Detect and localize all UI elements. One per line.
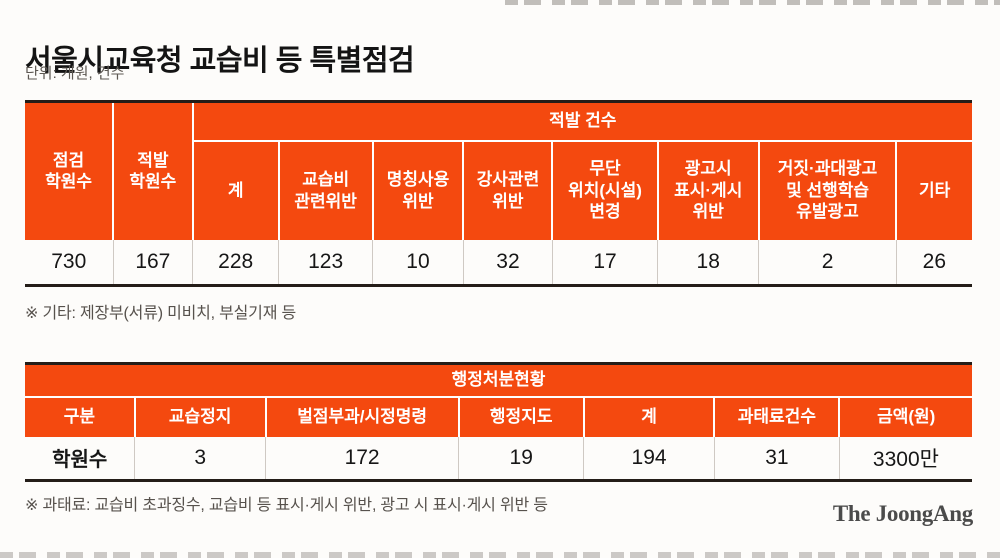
th-group-violation-cases: 적발 건수 (191, 101, 972, 142)
footnote-fine: ※ 과태료: 교습비 초과징수, 교습비 등 표시·게시 위반, 광고 시 표시… (25, 497, 548, 514)
th-inspected-academies: 점검 학원수 (25, 101, 114, 240)
unit-note: 단위: 개원, 건수 (25, 65, 125, 82)
cell-academy-count-label: 학원수 (25, 436, 135, 481)
th-total: 계 (191, 140, 279, 240)
cropped-text-bottom (0, 552, 1000, 558)
cell-guidance: 19 (458, 436, 584, 481)
th-caught-academies: 적발 학원수 (112, 101, 193, 240)
cell-caught: 167 (112, 239, 193, 286)
cell-name-use: 10 (372, 239, 464, 286)
cell-total: 228 (192, 239, 279, 286)
inspection-results-table: 점검 학원수 적발 학원수 적발 건수 계 교습비 관련위반 명칭사용 위반 강… (25, 100, 972, 287)
th-admin-guidance: 행정지도 (457, 396, 584, 437)
table-row: 학원수 3 172 19 194 31 3300만 (25, 436, 972, 481)
cell-penalty: 172 (265, 436, 459, 481)
page-title: 서울시교육청 교습비 등 특별점검 (25, 45, 415, 78)
th-fine-count: 과태료건수 (713, 396, 840, 437)
cell-amount: 3300만 (838, 436, 972, 481)
cell-instructor: 32 (462, 239, 553, 286)
th-total2: 계 (582, 396, 715, 437)
th-amount-won: 금액(원) (838, 396, 972, 437)
cell-tuition: 123 (278, 239, 373, 286)
cropped-text-top (505, 0, 1000, 5)
th-teaching-suspension: 교습정지 (133, 396, 266, 437)
th-penalty-correction-order: 벌점부과/시정명령 (264, 396, 459, 437)
th-false-ad: 거짓·과대광고 및 선행학습 유발광고 (757, 140, 897, 240)
footnote-etc: ※ 기타: 제장부(서류) 미비치, 부실기재 등 (25, 305, 296, 322)
cell-total2: 194 (583, 436, 715, 481)
th-name-use-violation: 명칭사용 위반 (371, 140, 464, 240)
cell-inspected: 730 (25, 239, 114, 286)
cell-suspension: 3 (134, 436, 266, 481)
th-unauthorized-location-change: 무단 위치(시설) 변경 (551, 140, 658, 240)
administrative-measures-table: 행정처분현황 구분 교습정지 벌점부과/시정명령 행정지도 계 과태료건수 금액… (25, 362, 972, 482)
th-etc: 기타 (895, 140, 972, 240)
th-category: 구분 (25, 396, 135, 437)
cell-ad-display: 18 (657, 239, 759, 286)
cell-fine-count: 31 (713, 436, 840, 481)
joongang-logo: The JoongAng (832, 501, 973, 526)
cell-false-ad: 2 (758, 239, 897, 286)
cell-etc: 26 (895, 239, 972, 286)
th-ad-display-violation: 광고시 표시·게시 위반 (656, 140, 759, 240)
th-instructor-violation: 강사관련 위반 (462, 140, 553, 240)
cell-location: 17 (551, 239, 658, 286)
table-row: 730 167 228 123 10 32 17 18 2 26 (25, 239, 972, 286)
th-tuition-violation: 교습비 관련위반 (277, 140, 373, 240)
th-group-admin-measures: 행정처분현황 (25, 363, 972, 398)
